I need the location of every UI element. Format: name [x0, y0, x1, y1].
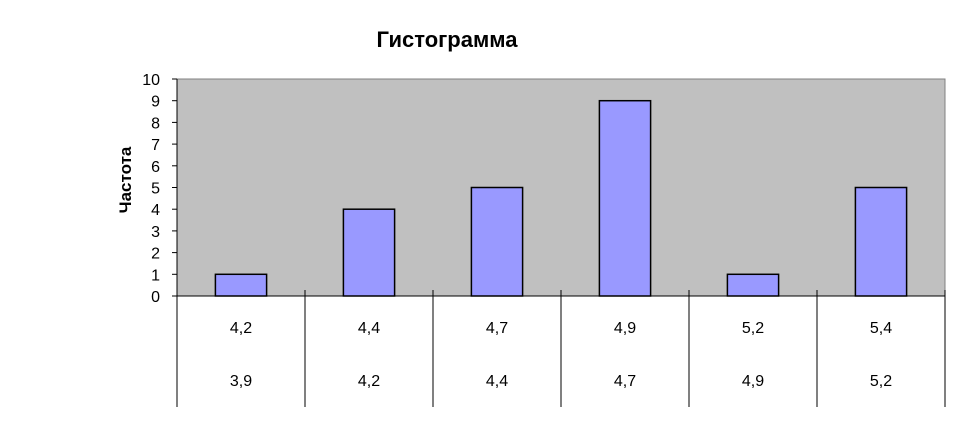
x-category-label-upper: 4,7	[486, 320, 508, 337]
x-category-label-upper: 4,9	[614, 320, 636, 337]
y-tick-label: 4	[151, 202, 160, 219]
y-tick-label: 8	[151, 115, 160, 132]
y-tick-label: 10	[142, 72, 160, 89]
x-category-label-lower: 4,9	[742, 373, 764, 390]
y-tick-label: 6	[151, 159, 160, 176]
y-tick-label: 2	[151, 246, 160, 263]
bar	[854, 186, 908, 297]
bar	[598, 99, 652, 297]
y-tick-label: 9	[151, 94, 160, 111]
x-category-label-lower: 5,2	[870, 373, 892, 390]
bar	[214, 273, 268, 297]
bar	[342, 208, 396, 297]
y-tick-label: 7	[151, 137, 160, 154]
x-axis: 4,2 3,9 4,4 4,2 4,7 4,4 4,9 4,7 5,2 4,9 5,4 5,2	[176, 290, 946, 407]
x-category-label-lower: 4,2	[358, 373, 380, 390]
y-tick-label: 5	[151, 181, 160, 198]
x-category-label-lower: 3,9	[230, 373, 252, 390]
plot-area	[176, 78, 946, 297]
y-tick-label: 0	[151, 289, 160, 306]
bar	[470, 186, 524, 297]
x-category-label-lower: 4,4	[486, 373, 508, 390]
x-category-label-upper: 5,2	[742, 320, 764, 337]
y-tick-label: 3	[151, 224, 160, 241]
chart-title: Гистограмма	[377, 27, 519, 52]
x-category-label-upper: 4,2	[230, 320, 252, 337]
y-tick-label: 1	[151, 267, 160, 284]
bars	[214, 99, 908, 297]
x-category-label-upper: 4,4	[358, 320, 380, 337]
x-category-label-upper: 5,4	[870, 320, 892, 337]
y-axis: 0 1 2 3 4 5 6 7 8 9 10	[142, 72, 178, 306]
x-category-label-lower: 4,7	[614, 373, 636, 390]
y-axis-label: Частота	[116, 146, 135, 213]
bar	[726, 273, 780, 297]
